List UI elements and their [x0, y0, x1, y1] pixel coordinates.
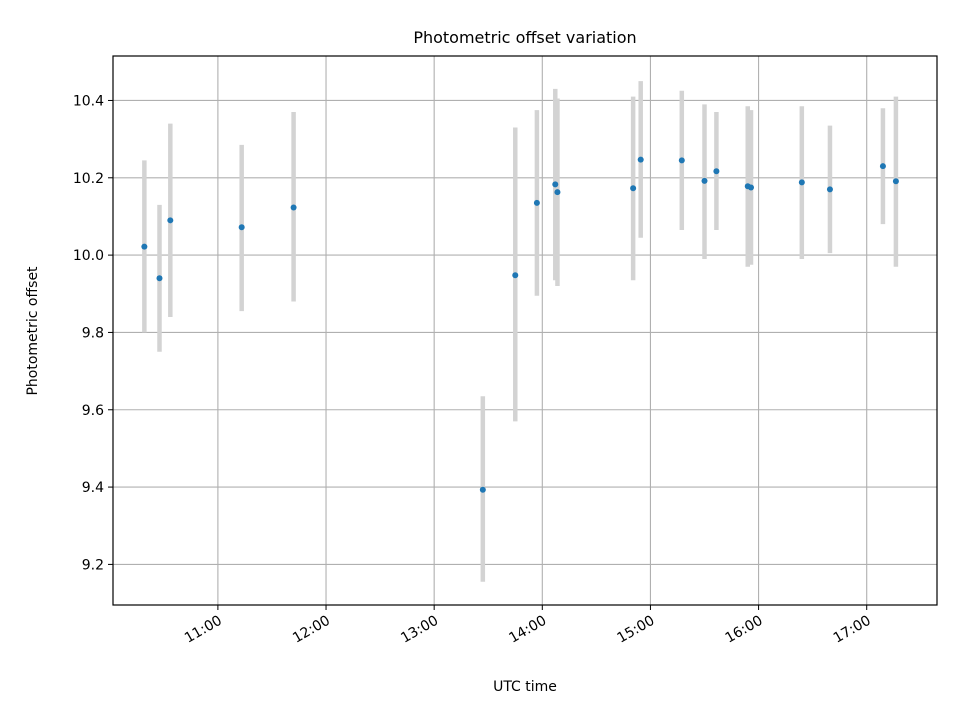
- plot-frame: [112, 55, 938, 606]
- data-point: [554, 189, 561, 196]
- data-point: [748, 184, 755, 191]
- data-point: [479, 486, 486, 493]
- data-point: [798, 179, 805, 186]
- data-point: [512, 272, 519, 279]
- data-points: [141, 156, 899, 493]
- y-axis-label: Photometric offset: [25, 266, 41, 396]
- data-point: [678, 157, 685, 164]
- y-tick-label: 10.0: [73, 248, 104, 264]
- data-point: [552, 181, 559, 188]
- y-tick-label: 9.4: [82, 480, 104, 496]
- y-tick-label: 9.2: [82, 557, 104, 573]
- data-point: [701, 177, 708, 184]
- data-point: [167, 217, 174, 224]
- y-tick-label: 9.6: [82, 403, 104, 419]
- data-point: [826, 186, 833, 193]
- data-point: [533, 199, 540, 206]
- chart-title: Photometric offset variation: [413, 28, 636, 47]
- data-point: [290, 204, 297, 211]
- data-point: [713, 168, 720, 175]
- data-point: [892, 178, 899, 185]
- data-point: [141, 243, 148, 250]
- data-point: [156, 275, 163, 282]
- y-tick-label: 9.8: [82, 325, 104, 341]
- y-axis-ticks: 9.2 9.4 9.6 9.8 10.0 10.2 10.4: [73, 93, 113, 573]
- y-tick-label: 10.4: [73, 93, 104, 109]
- data-point: [630, 185, 637, 192]
- y-tick-label: 10.2: [73, 171, 104, 187]
- data-point: [879, 163, 886, 170]
- data-point: [238, 224, 245, 231]
- x-axis-label: UTC time: [493, 679, 557, 695]
- data-point: [637, 156, 644, 163]
